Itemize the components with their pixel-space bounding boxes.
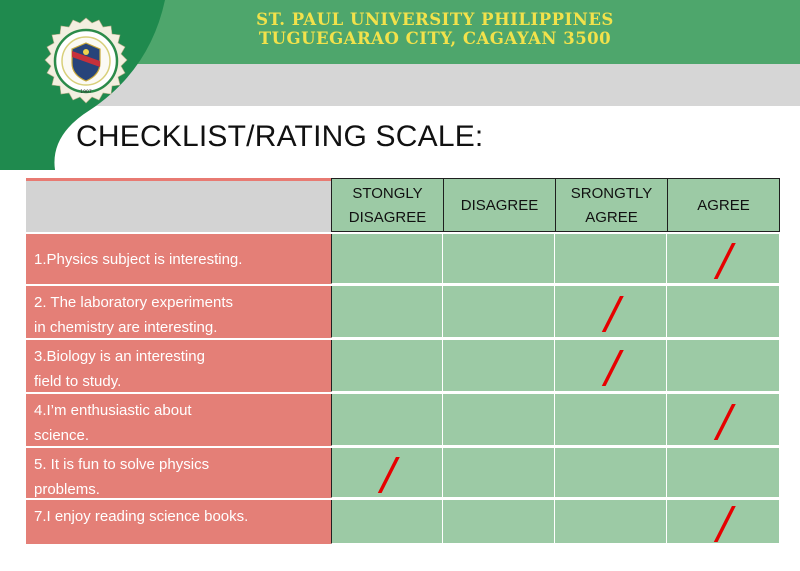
rating-cell[interactable]: [667, 286, 780, 338]
table-row-statement: 3.Biology is an interesting field to stud…: [26, 340, 331, 392]
check-mark: /: [717, 235, 732, 286]
rating-cell[interactable]: [443, 340, 555, 392]
table-row-statement: 4.I’m enthusiastic about science.: [26, 394, 331, 446]
rating-cell[interactable]: [331, 340, 443, 392]
rating-cell[interactable]: [443, 500, 555, 544]
statement-line: 2. The laboratory experiments: [34, 294, 233, 311]
rating-cell[interactable]: [443, 448, 555, 498]
check-mark: /: [381, 449, 396, 500]
rating-cell[interactable]: [331, 394, 443, 446]
rating-cell[interactable]: [443, 286, 555, 338]
rating-cell[interactable]: [331, 234, 443, 284]
check-mark: /: [717, 396, 732, 447]
statement-line: 5. It is fun to solve physics: [34, 456, 210, 473]
statement-text: 1.Physics subject is interesting.: [34, 247, 242, 272]
column-header-label: AGREE: [697, 197, 750, 214]
rating-cell[interactable]: [443, 394, 555, 446]
statement-line: 7.I enjoy reading science books.: [34, 508, 249, 525]
rating-cell[interactable]: [667, 394, 780, 446]
rating-cell[interactable]: [331, 448, 443, 498]
rating-scale-table: STONGLY DISAGREE DISAGREE SRONGTLY AGREE A…: [26, 178, 780, 546]
column-header-disagree: DISAGREE: [443, 178, 556, 232]
statement-text: 5. It is fun to solve physics problems.: [34, 452, 209, 502]
column-header-label: SRONGTLY: [570, 185, 653, 202]
statement-text: 3.Biology is an interesting field to stud…: [34, 344, 205, 394]
statement-line: field to study.: [34, 373, 122, 390]
university-name: ST. PAUL UNIVERSITY PHILIPPINES: [256, 10, 614, 29]
rating-cell[interactable]: [555, 286, 667, 338]
statement-line: 4.I’m enthusiastic about: [34, 402, 192, 419]
column-header-strongly-disagree: STONGLY DISAGREE: [331, 178, 444, 232]
table-header-blank: [26, 178, 331, 232]
statement-line: 3.Biology is an interesting: [34, 348, 205, 365]
slide-title: CHECKLIST/RATING SCALE:: [76, 120, 484, 153]
rating-cell[interactable]: [331, 500, 443, 544]
check-mark: /: [717, 498, 732, 549]
rating-cell[interactable]: [555, 340, 667, 392]
statement-text: 2. The laboratory experiments in chemistr…: [34, 290, 233, 340]
rating-cell[interactable]: [331, 286, 443, 338]
rating-cell[interactable]: [667, 340, 780, 392]
statement-line: in chemistry are interesting.: [34, 319, 218, 336]
university-header: ST. PAUL UNIVERSITY PHILIPPINES TUGUEGAR…: [230, 10, 640, 48]
column-header-agree: AGREE: [667, 178, 780, 232]
table-row-statement: 7.I enjoy reading science books.: [26, 500, 331, 544]
table-row-statement: 2. The laboratory experiments in chemistr…: [26, 286, 331, 338]
university-location: TUGUEGARAO CITY, CAGAYAN 3500: [258, 29, 612, 48]
table-row-statement: 5. It is fun to solve physics problems.: [26, 448, 331, 498]
check-mark: /: [605, 288, 620, 339]
rating-cell[interactable]: [555, 394, 667, 446]
statement-line: 1.Physics subject is interesting.: [34, 250, 243, 268]
rating-cell[interactable]: [443, 234, 555, 284]
rating-cell[interactable]: [667, 234, 780, 284]
statement-line: science.: [34, 427, 90, 444]
rating-cell[interactable]: [555, 234, 667, 284]
column-header-label: STONGLY: [352, 185, 423, 202]
rating-cell[interactable]: [555, 448, 667, 498]
statement-text: 4.I’m enthusiastic about science.: [34, 398, 192, 448]
statement-text: 7.I enjoy reading science books.: [34, 504, 248, 529]
rating-cell[interactable]: [667, 500, 780, 544]
check-mark: /: [605, 342, 620, 393]
statement-line: problems.: [34, 481, 100, 498]
column-header-label: DISAGREE: [348, 209, 427, 226]
header-subband: [0, 64, 800, 106]
column-header-label: DISAGREE: [460, 197, 539, 214]
university-seal-logo: 1907: [44, 17, 128, 104]
svg-text:1907: 1907: [80, 89, 92, 95]
table-row-statement: 1.Physics subject is interesting.: [26, 234, 331, 284]
rating-cell[interactable]: [555, 500, 667, 544]
column-header-label: AGREE: [585, 209, 638, 226]
rating-cell[interactable]: [667, 448, 780, 498]
column-header-strongly-agree: SRONGTLY AGREE: [555, 178, 668, 232]
